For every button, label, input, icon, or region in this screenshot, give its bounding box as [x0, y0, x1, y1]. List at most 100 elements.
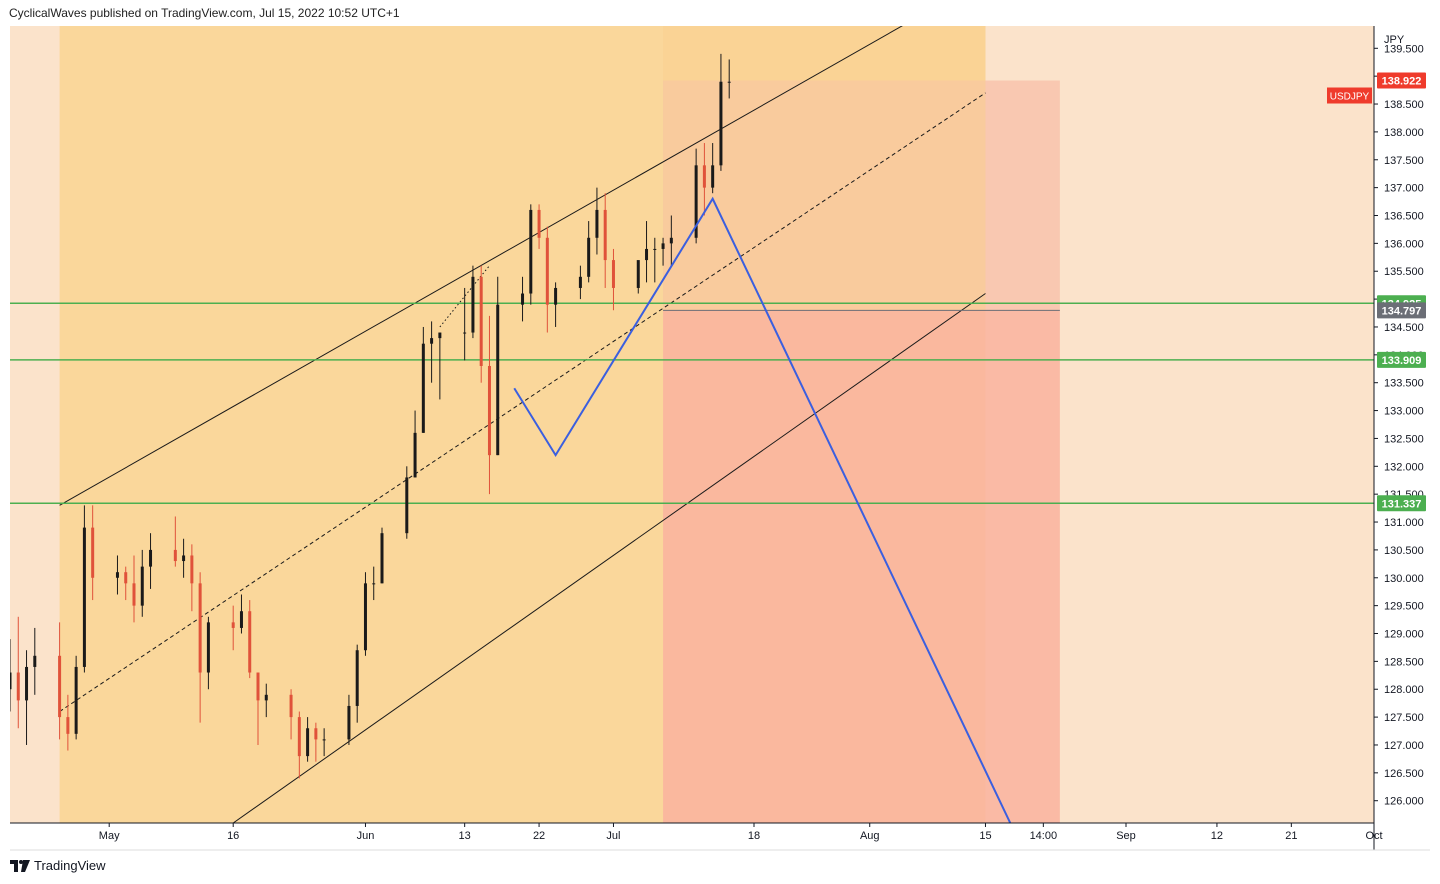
time-tick-label: Sep	[1116, 830, 1136, 842]
price-tick-label: 127.000	[1384, 740, 1424, 752]
channel-lower-line[interactable]	[232, 293, 986, 823]
price-tick-label: 132.000	[1384, 461, 1424, 473]
price-tick-label: 131.000	[1384, 517, 1424, 529]
price-tick-label: 133.000	[1384, 406, 1424, 418]
level-green-value: 133.909	[1382, 355, 1422, 367]
candle-body	[124, 572, 128, 584]
level-grey-value: 134.797	[1382, 305, 1422, 317]
candle-body	[430, 338, 434, 344]
symbol-tag-label: USDJPY	[1330, 92, 1370, 103]
current-price-badge[interactable]	[1377, 72, 1426, 89]
price-tick-label: 135.500	[1384, 266, 1424, 278]
candle-body	[355, 650, 359, 706]
candle-body	[463, 332, 467, 334]
level-grey-badge[interactable]	[1377, 302, 1426, 319]
time-tick-label: 18	[748, 830, 760, 842]
candle-body	[529, 209, 533, 294]
time-tick-label: 15	[979, 830, 991, 842]
time-tick-label: 22	[533, 830, 545, 842]
candle-body	[496, 304, 500, 456]
price-tick-label: 129.000	[1384, 629, 1424, 641]
level-green-badge[interactable]	[1377, 495, 1426, 512]
candle-body	[711, 165, 715, 188]
candle-body	[206, 622, 210, 673]
candle-body	[380, 533, 384, 584]
candle-body	[33, 655, 37, 667]
price-tick-label: 132.500	[1384, 433, 1424, 445]
time-axis-band	[0, 823, 1374, 850]
price-tick-label: 128.500	[1384, 656, 1424, 668]
time-tick-label: 14:00	[1030, 830, 1058, 842]
candle-body	[264, 694, 268, 701]
candle-body	[479, 276, 483, 366]
candle-body	[25, 666, 29, 701]
price-tick-label: 136.500	[1384, 210, 1424, 222]
candle-body	[603, 209, 607, 261]
publish-attribution: CyclicalWaves published on TradingView.c…	[9, 6, 400, 20]
shaded-region-target-zone-lower	[663, 310, 1060, 823]
candle-body	[578, 276, 582, 288]
currency-label: JPY	[1384, 34, 1405, 46]
candle-body	[587, 237, 591, 277]
dotted-trend-segment[interactable]	[439, 265, 490, 328]
candle-body	[694, 165, 698, 238]
candle-body	[82, 527, 86, 667]
symbol-tag[interactable]	[1327, 87, 1372, 104]
projection-path[interactable]	[513, 196, 1012, 823]
price-tick-label: 134.500	[1384, 322, 1424, 334]
tradingview-logo-icon	[10, 859, 30, 872]
candle-body	[66, 717, 70, 734]
candle-body	[545, 237, 549, 305]
candle-body	[372, 583, 376, 585]
time-tick-label: 21	[1285, 830, 1297, 842]
candle-body	[405, 477, 409, 534]
candle-body	[595, 209, 599, 238]
candle-body	[132, 583, 136, 606]
candle-body	[115, 572, 119, 578]
overlap-tint	[663, 26, 986, 311]
channel-upper-line[interactable]	[59, 0, 961, 506]
candle-body	[91, 527, 95, 578]
level-green-value: 131.337	[1382, 498, 1422, 510]
candle-body	[58, 655, 62, 718]
time-axis[interactable]: May 16 Jun 13 22 Jul 18 Aug 15 14:00 Sep 12 21 Oct	[0, 822, 1430, 851]
candle-body	[661, 243, 665, 249]
candle-body	[421, 343, 425, 433]
candle-body	[347, 705, 351, 740]
candle-body	[438, 332, 442, 339]
time-tick-label: 12	[1211, 830, 1223, 842]
candle-body	[10, 672, 12, 690]
candle-body	[669, 237, 673, 244]
price-tick-label: 127.500	[1384, 712, 1424, 724]
candle-body	[413, 432, 417, 478]
tradingview-branding[interactable]: TradingView	[10, 858, 106, 873]
price-tick-label: 137.500	[1384, 155, 1424, 167]
time-tick-label: Aug	[860, 830, 880, 842]
price-tick-label: 128.000	[1384, 684, 1424, 696]
time-tick-label: May	[99, 830, 120, 842]
candle-body	[173, 549, 177, 562]
tradingview-label: TradingView	[34, 858, 106, 873]
level-green-badge[interactable]	[1377, 351, 1426, 368]
candle-body	[322, 739, 326, 741]
price-tick-label: 126.500	[1384, 768, 1424, 780]
time-tick-label: 16	[227, 830, 239, 842]
current-price-value: 138.922	[1382, 76, 1422, 88]
candle-body	[521, 293, 525, 305]
candle-body	[248, 611, 252, 673]
candle-body	[306, 728, 310, 757]
candle-body	[727, 81, 731, 83]
price-axis[interactable]: JPY139.500139.000138.500138.000137.50013…	[1373, 26, 1424, 850]
candle-body	[297, 717, 301, 757]
candle-body	[140, 566, 144, 606]
price-tick-label: 126.000	[1384, 796, 1424, 808]
price-tick-label: 130.000	[1384, 573, 1424, 585]
candle-body	[653, 248, 657, 250]
candle-body	[16, 672, 20, 701]
candle-body	[256, 672, 260, 701]
price-tick-label: 139.500	[1384, 43, 1424, 55]
candle-body	[487, 365, 491, 456]
candle-body	[537, 209, 541, 238]
price-tick-label: 136.000	[1384, 238, 1424, 250]
